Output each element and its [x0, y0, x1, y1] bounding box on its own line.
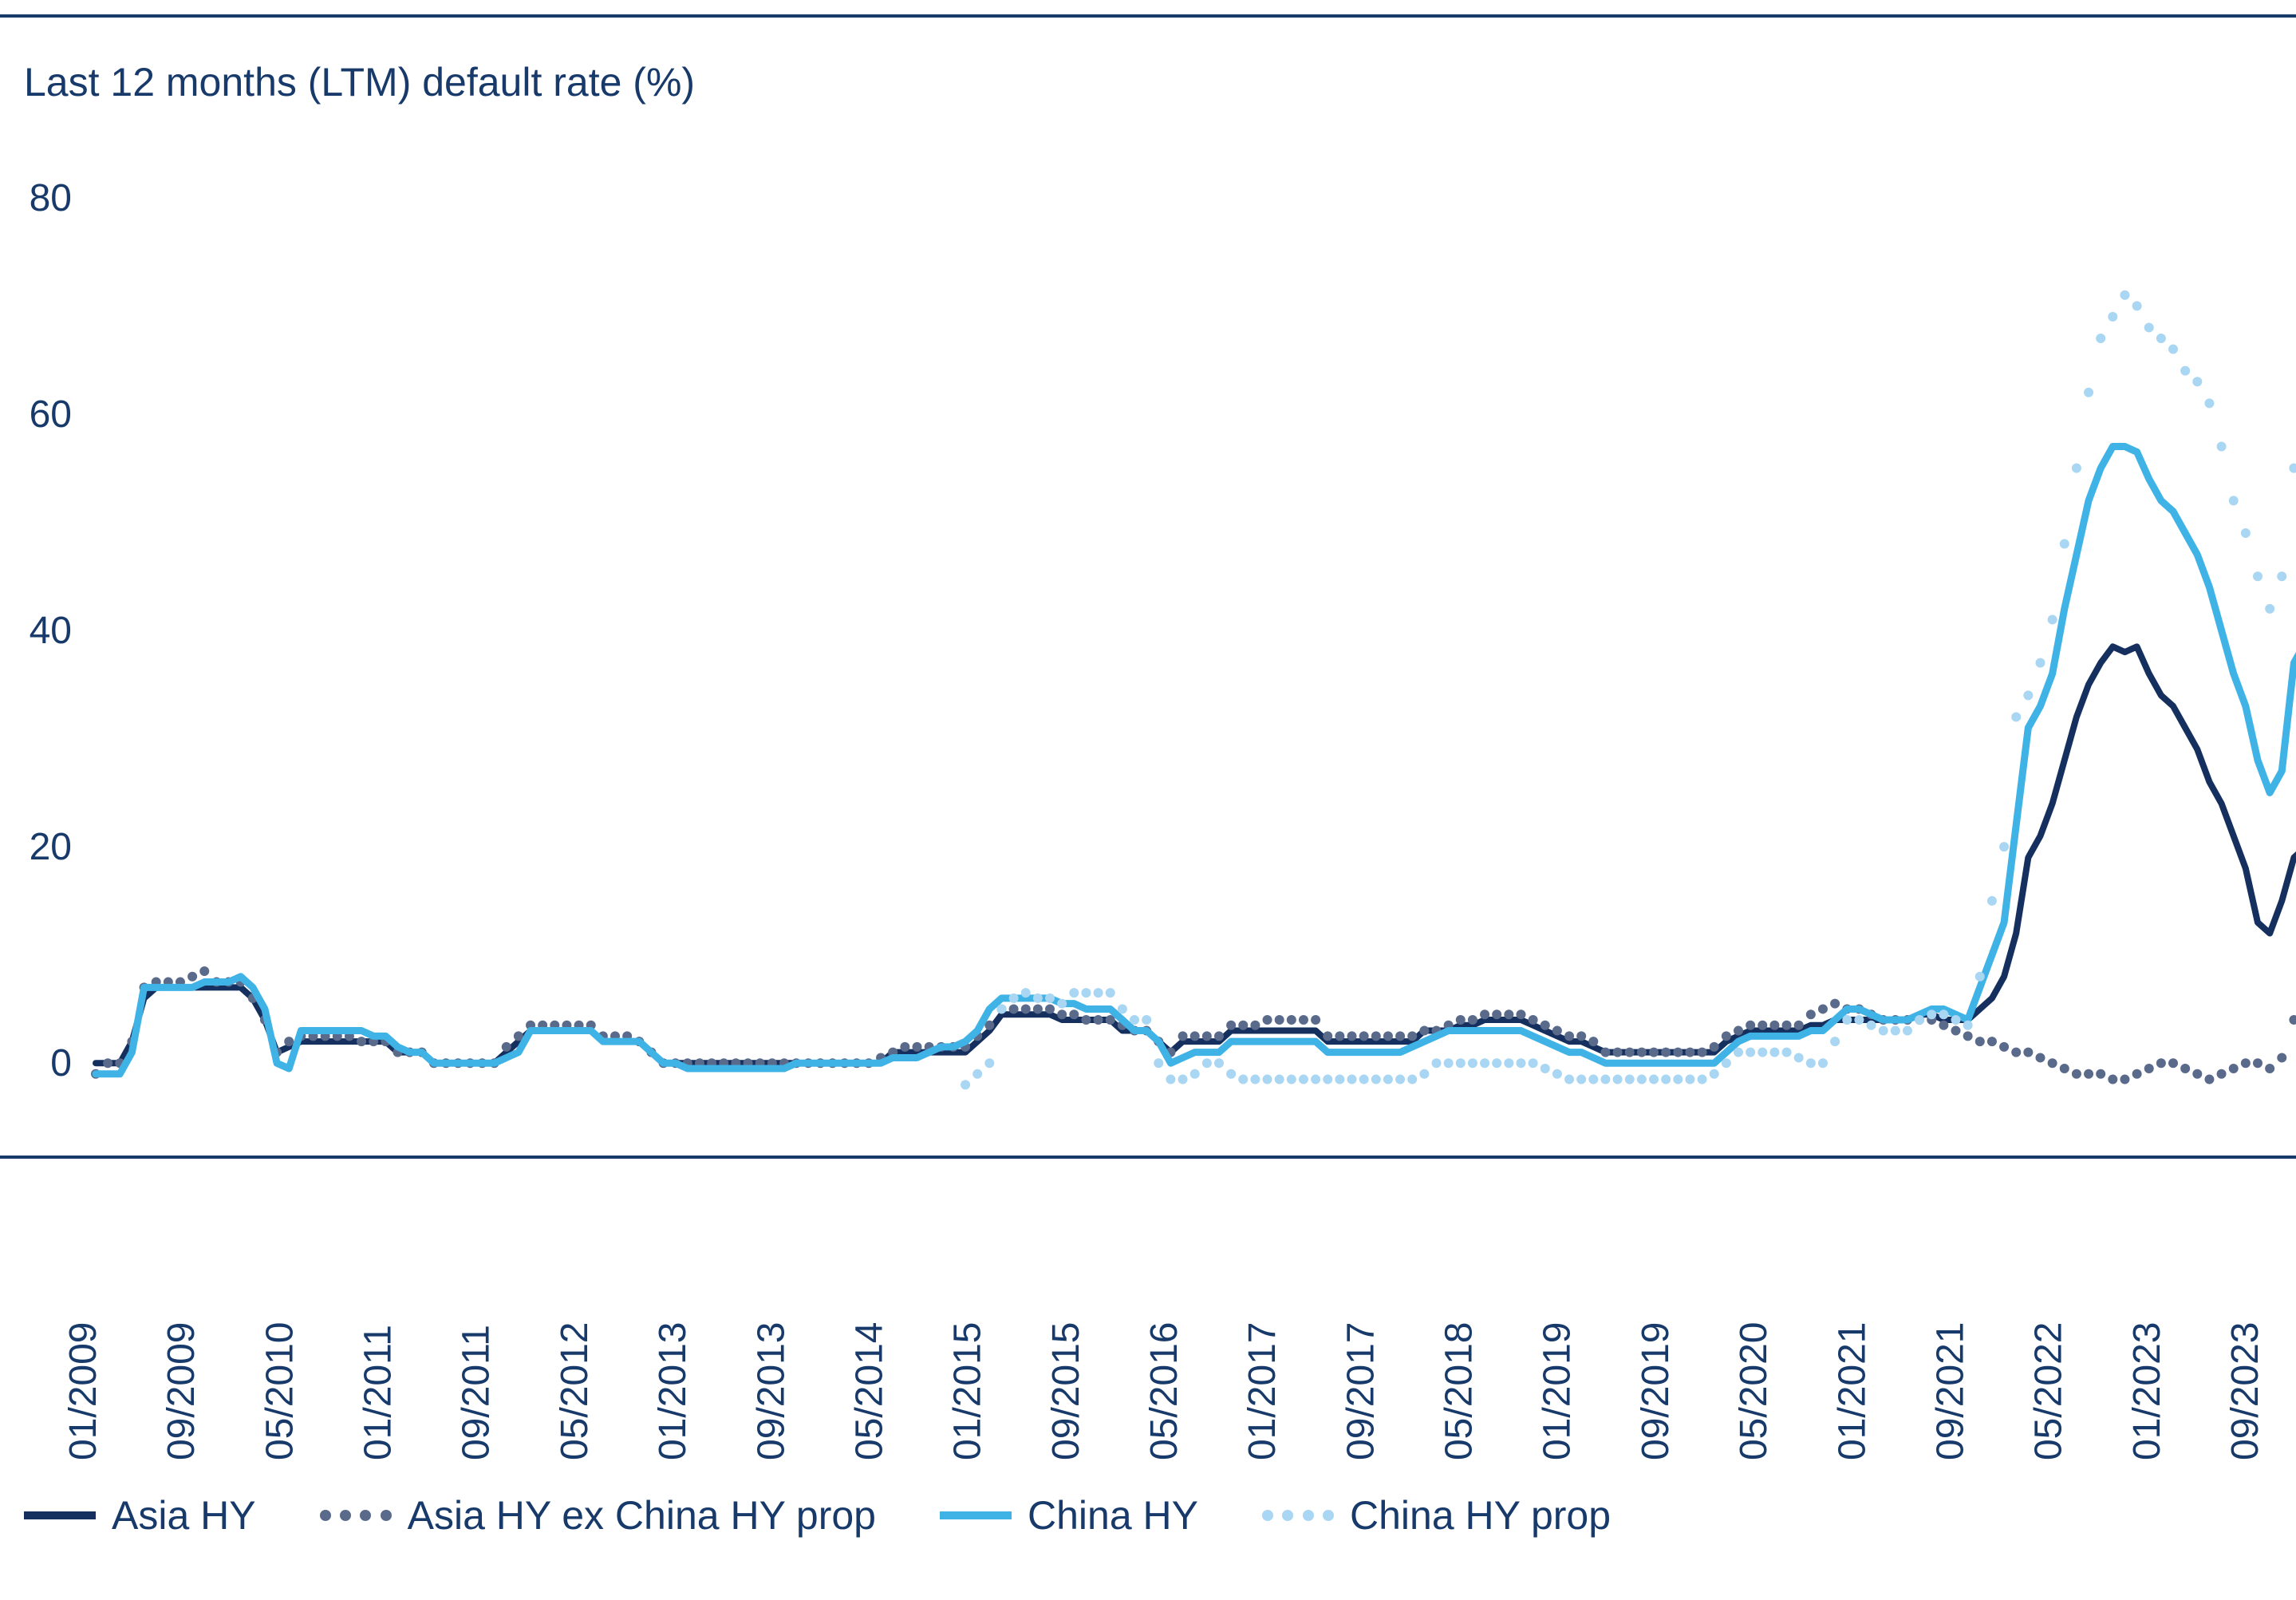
x-tick-label: 09/2021 — [1929, 1321, 1971, 1460]
legend-item: China HY prop — [1262, 1492, 1611, 1539]
y-tick-label: 20 — [30, 826, 72, 868]
x-tick-label: 09/2009 — [160, 1321, 203, 1460]
x-tick-label: 05/2018 — [1438, 1321, 1481, 1460]
x-tick-label: 09/2019 — [1635, 1321, 1677, 1460]
x-tick-label: 05/2014 — [848, 1321, 890, 1460]
x-tick-label: 05/2012 — [554, 1321, 596, 1460]
x-tick-label: 09/2015 — [1045, 1321, 1087, 1460]
chart-title: Last 12 months (LTM) default rate (%) — [24, 60, 695, 105]
x-tick-label: 09/2023 — [2224, 1321, 2266, 1460]
y-tick-label: 60 — [30, 393, 72, 436]
legend-label: Asia HY ex China HY prop — [408, 1492, 876, 1539]
chart-legend: Asia HY Asia HY ex China HY prop China HY C… — [24, 1492, 1611, 1539]
x-tick-label: 01/2023 — [2126, 1321, 2168, 1460]
series-dots — [961, 290, 2296, 1090]
legend-swatch-line — [940, 1511, 1012, 1519]
x-tick-label: 05/2022 — [2028, 1321, 2070, 1460]
x-tick-label: 01/2009 — [62, 1321, 105, 1460]
legend-label: China HY — [1028, 1492, 1198, 1539]
x-tick-label: 01/2015 — [947, 1321, 989, 1460]
x-tick-label: 01/2019 — [1537, 1321, 1579, 1460]
legend-label: Asia HY — [112, 1492, 256, 1539]
legend-item: China HY — [940, 1492, 1198, 1539]
chart-container: Last 12 months (LTM) default rate (%) 0 20… — [0, 0, 2296, 1600]
x-tick-label: 05/2010 — [258, 1321, 301, 1460]
x-tick-label: 01/2021 — [1831, 1321, 1873, 1460]
x-tick-label: 01/2017 — [1241, 1321, 1284, 1460]
x-tick-label: 05/2020 — [1733, 1321, 1775, 1460]
line-chart-svg: Last 12 months (LTM) default rate (%) 0 20… — [0, 0, 2296, 1600]
x-tick-label: 09/2011 — [456, 1325, 498, 1460]
series-line — [96, 447, 2296, 1074]
y-tick-label: 40 — [30, 610, 72, 652]
series-line — [96, 646, 2296, 1063]
x-tick-label: 05/2016 — [1143, 1321, 1185, 1460]
x-tick-label: 01/2011 — [357, 1325, 400, 1460]
legend-swatch-dots — [320, 1510, 392, 1521]
y-tick-label: 0 — [50, 1042, 72, 1084]
y-tick-label: 80 — [30, 177, 72, 219]
legend-item: Asia HY ex China HY prop — [320, 1492, 876, 1539]
x-tick-label: 01/2013 — [652, 1321, 694, 1460]
legend-item: Asia HY — [24, 1492, 256, 1539]
x-tick-label: 09/2017 — [1339, 1321, 1382, 1460]
legend-label: China HY prop — [1350, 1492, 1611, 1539]
legend-swatch-line — [24, 1511, 96, 1519]
legend-swatch-dots — [1262, 1510, 1334, 1521]
x-tick-label: 09/2013 — [750, 1321, 792, 1460]
